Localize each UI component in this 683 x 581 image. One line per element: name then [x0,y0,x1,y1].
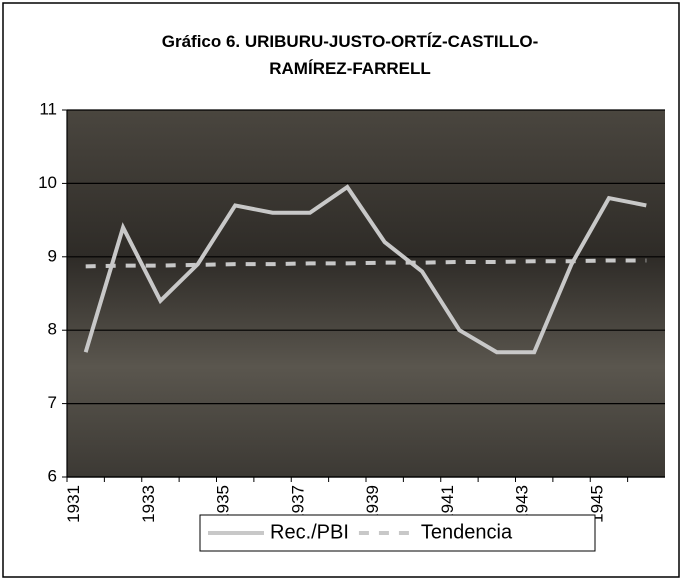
x-tick-label: 1933 [139,485,158,523]
x-tick-label: 1935 [214,485,233,523]
y-tick-label: 7 [48,393,57,412]
legend-box [199,514,596,552]
y-tick-label: 11 [39,99,57,118]
y-tick-label: 10 [38,173,57,192]
series-line [85,258,647,269]
x-tick-label: 1943 [513,485,532,523]
x-tick-label: 1939 [363,485,382,523]
x-tick-label: 1945 [587,485,606,523]
chart-title: Gráfico 6. URIBURU-JUSTO-ORTÍZ-CASTILLO-… [161,32,539,78]
legend-label: Rec./PBI [270,521,349,543]
series-line [83,184,647,355]
x-tick-label: 1941 [438,485,457,523]
legend-label: Tendencia [421,521,513,543]
y-tick-label: 9 [48,246,57,265]
y-tick-label: 8 [48,320,57,339]
x-tick-label: 1937 [288,485,307,523]
y-tick-label: 6 [48,466,57,485]
x-tick-label: 1931 [64,485,83,523]
